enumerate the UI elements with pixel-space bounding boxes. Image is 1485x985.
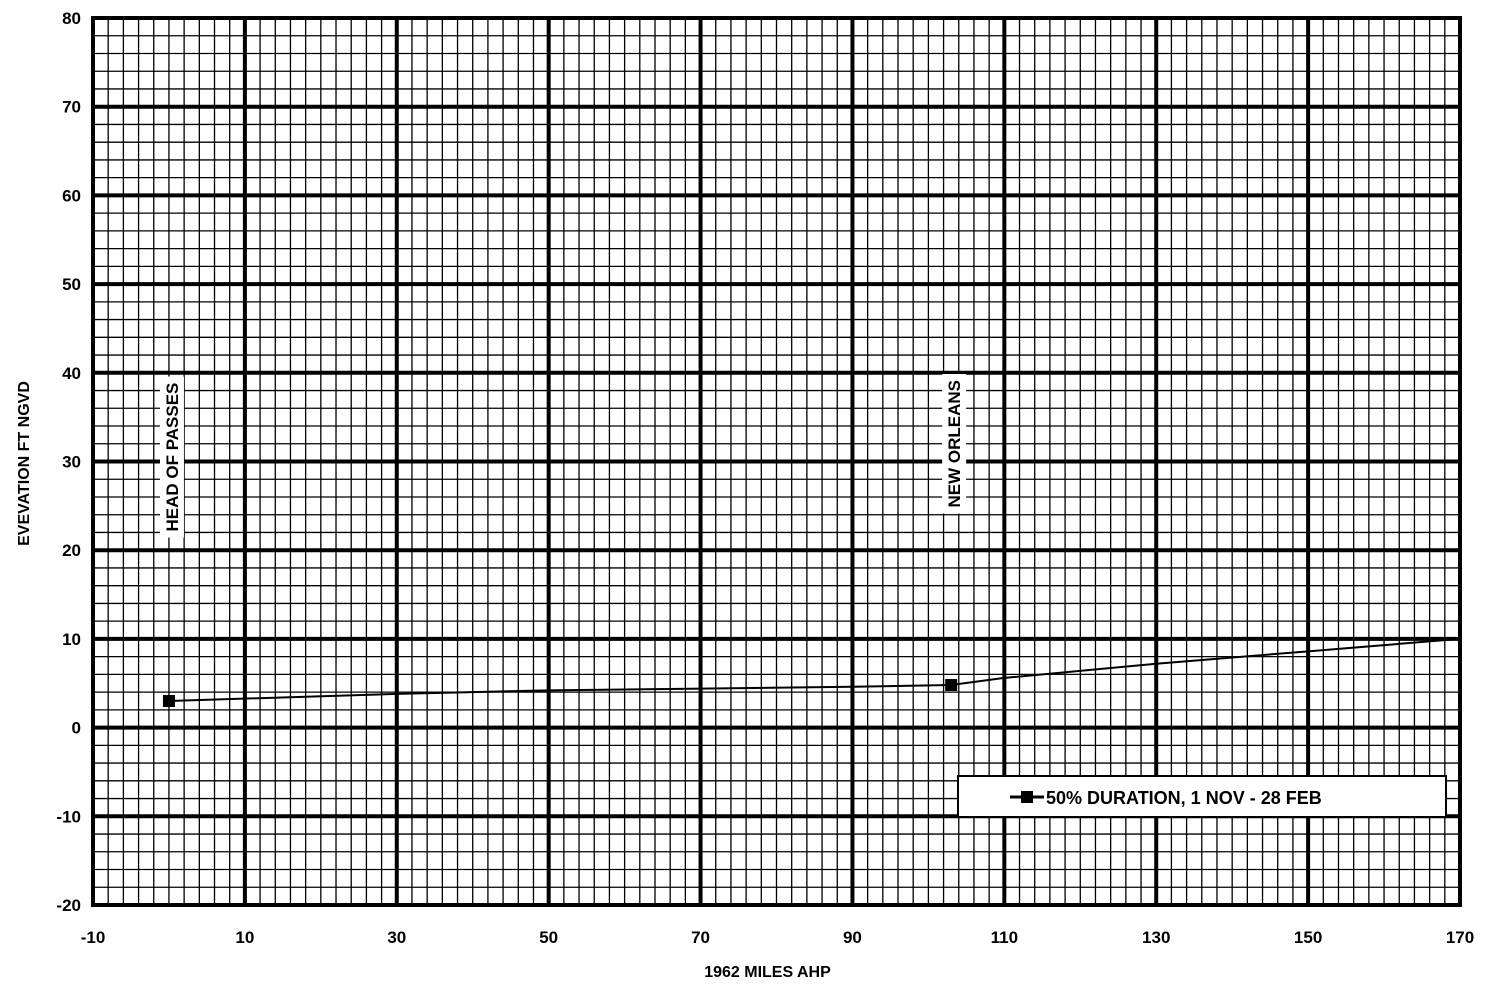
legend-marker-square-icon (1021, 791, 1033, 803)
x-tick-label: 150 (1294, 928, 1322, 947)
annotation-head-of-passes: HEAD OF PASSES (159, 376, 184, 538)
legend-box (957, 775, 1447, 818)
x-tick-label: 30 (387, 928, 406, 947)
annotation-label: NEW ORLEANS (945, 380, 964, 508)
y-tick-label: 70 (62, 98, 81, 117)
legend: 50% DURATION, 1 NOV - 28 FEB (957, 775, 1447, 818)
annotation-layer: HEAD OF PASSES NEW ORLEANS (159, 374, 967, 538)
y-tick-label: 40 (62, 364, 81, 383)
plot-frame (91, 16, 1462, 907)
y-axis-title: EVEVATION FT NGVD (16, 381, 33, 546)
y-tick-label: 0 (72, 719, 81, 738)
y-tick-label: 30 (62, 453, 81, 472)
x-tick-label: 10 (235, 928, 254, 947)
x-tick-label: 110 (991, 928, 1018, 947)
x-tick-label: 50 (539, 928, 558, 947)
x-axis-title: 1962 MILES AHP (704, 964, 831, 981)
data-point-marker (945, 679, 958, 692)
y-tick-label: 50 (62, 275, 81, 294)
x-tick-label: -10 (81, 928, 106, 947)
annotation-background (942, 374, 967, 514)
annotation-new-orleans: NEW ORLEANS (942, 374, 967, 514)
x-tick-label: 70 (691, 928, 710, 947)
y-tick-label: 60 (62, 186, 81, 205)
x-tick-label: 170 (1446, 928, 1474, 947)
y-tick-label: 20 (62, 541, 81, 560)
y-axis-ticks: -20 -10 0 10 20 30 40 50 60 70 80 (56, 9, 81, 915)
y-tick-label: -10 (56, 807, 81, 826)
annotation-background (159, 376, 184, 538)
x-tick-label: 130 (1142, 928, 1170, 947)
annotation-label: HEAD OF PASSES (163, 383, 182, 532)
legend-label: 50% DURATION, 1 NOV - 28 FEB (1046, 788, 1322, 808)
y-tick-label: 10 (62, 630, 81, 649)
series-line-0 (168, 637, 1461, 702)
series-layer (162, 637, 1461, 707)
x-tick-label: 90 (843, 928, 862, 947)
data-point-marker (162, 694, 175, 707)
y-tick-label: 80 (62, 9, 81, 28)
y-tick-label: -20 (56, 896, 81, 915)
x-axis-ticks: -10 10 30 50 70 90 110 130 150 170 (81, 928, 1474, 947)
